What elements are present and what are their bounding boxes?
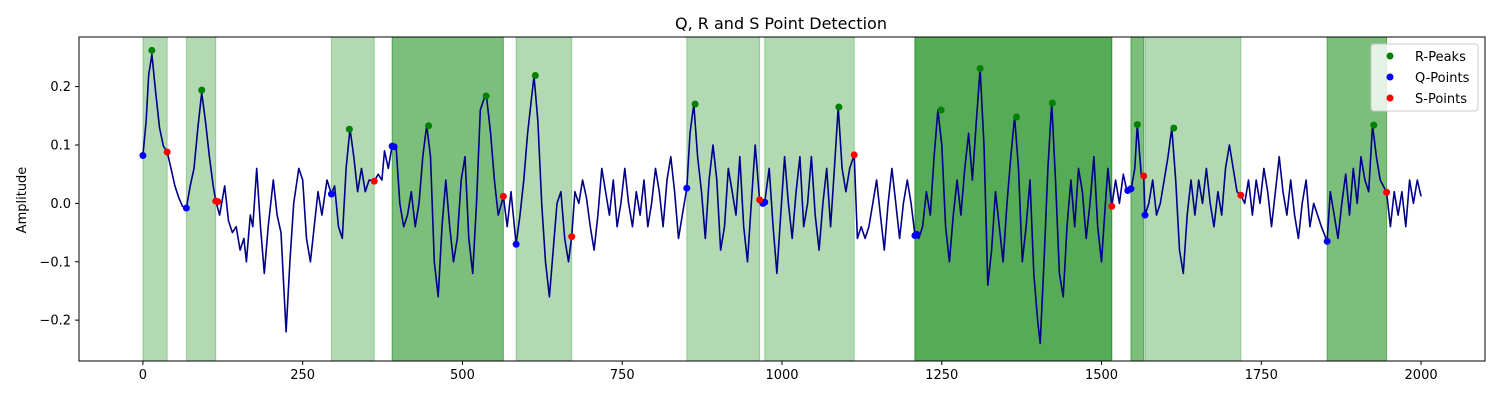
s-point-marker — [1140, 172, 1148, 180]
shaded-region — [1130, 36, 1145, 362]
s-point-marker — [214, 198, 222, 206]
chart-title: Q, R and S Point Detection — [675, 14, 887, 33]
r-peak-marker — [835, 103, 843, 111]
q-point-marker — [913, 230, 921, 238]
r-peak-marker — [345, 125, 353, 133]
r-peak-marker — [1170, 124, 1178, 132]
x-tick-label: 0 — [139, 368, 147, 383]
r-peak-marker — [1048, 99, 1056, 107]
s-point-marker — [568, 233, 576, 241]
x-tick-label: 1250 — [925, 368, 958, 383]
y-tick-label: 0.2 — [50, 80, 71, 95]
legend-q-points-marker — [1386, 73, 1394, 81]
q-point-marker — [1323, 237, 1331, 245]
shaded-region — [914, 36, 1113, 362]
x-tick-label: 1000 — [765, 368, 798, 383]
legend-s-points-label: S-Points — [1415, 92, 1467, 107]
legend-s-points-marker — [1386, 94, 1394, 102]
s-point-marker — [1237, 191, 1245, 199]
s-point-marker — [1383, 188, 1391, 196]
q-point-marker — [683, 184, 691, 192]
x-tick-label: 2000 — [1405, 368, 1438, 383]
shaded-region — [330, 36, 375, 362]
legend-box — [1370, 43, 1479, 112]
shaded-region — [185, 36, 217, 362]
legend-q-points-label: Q-Points — [1415, 71, 1470, 86]
shaded-region — [515, 36, 573, 362]
x-tick-label: 750 — [610, 368, 635, 383]
shaded-region — [686, 36, 761, 362]
legend: R-Peaks Q-Points S-Points — [1370, 43, 1479, 112]
legend-r-peaks-label: R-Peaks — [1415, 50, 1466, 65]
q-point-marker — [182, 204, 190, 212]
y-tick-label: 0.0 — [50, 197, 71, 212]
shaded-region — [914, 36, 1113, 362]
x-tick-label: 1750 — [1245, 368, 1278, 383]
r-peak-marker — [691, 100, 699, 108]
x-tick-label: 500 — [450, 368, 475, 383]
r-peak-marker — [937, 106, 945, 114]
y-tick-label: −0.1 — [39, 255, 71, 270]
shaded-region — [764, 36, 855, 362]
r-peak-marker — [976, 65, 984, 73]
r-peak-marker — [531, 72, 539, 80]
s-point-marker — [163, 148, 171, 156]
s-point-marker — [850, 151, 858, 159]
q-point-marker — [1127, 185, 1135, 193]
q-point-marker — [139, 152, 147, 160]
ecg-signal-line — [142, 53, 1422, 345]
s-point-marker — [756, 196, 764, 204]
q-point-marker — [327, 190, 335, 198]
r-peak-marker — [482, 92, 490, 100]
axes: 0 250 500 750 1000 1250 1500 1750 2000 −0.2 −0.1 0.… — [39, 80, 1437, 383]
y-axis-label: Amplitude — [15, 167, 30, 234]
r-peak-marker — [425, 122, 433, 130]
s-point-marker — [1108, 202, 1116, 210]
y-tick-label: 0.1 — [50, 139, 71, 154]
plot-area — [139, 36, 1422, 362]
r-peak-marker — [1370, 121, 1378, 129]
x-tick-label: 1500 — [1085, 368, 1118, 383]
s-point-marker — [370, 177, 378, 185]
y-tick-label: −0.2 — [39, 314, 71, 329]
r-peak-marker — [198, 86, 206, 94]
q-point-marker — [1141, 211, 1149, 219]
r-peak-marker — [1133, 121, 1141, 129]
q-point-marker — [390, 143, 398, 151]
legend-r-peaks-marker — [1386, 52, 1394, 60]
r-peak-marker — [1013, 113, 1021, 121]
x-tick-label: 250 — [290, 368, 315, 383]
r-peak-marker — [148, 46, 156, 54]
q-point-marker — [512, 240, 520, 248]
s-point-marker — [499, 192, 507, 200]
shaded-region — [914, 36, 1113, 362]
